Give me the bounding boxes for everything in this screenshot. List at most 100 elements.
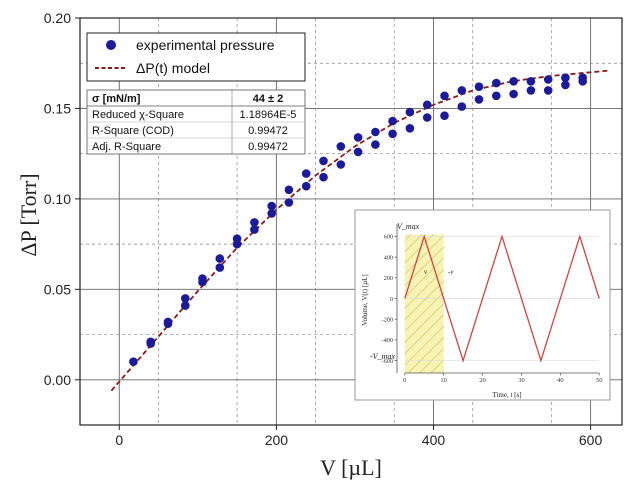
inset-x-tick-label: 10: [440, 377, 447, 384]
data-point: [388, 116, 397, 126]
inset-y-axis-label: Volume, V(t) [µL]: [361, 274, 369, 325]
data-point: [215, 254, 225, 263]
data-point: [388, 129, 397, 139]
fit-table-label-r2: R-Square (COD): [92, 125, 174, 137]
data-point: [578, 73, 587, 82]
data-point: [215, 263, 225, 272]
fit-table-value-r2: 0.99472: [248, 125, 288, 137]
data-point: [509, 77, 518, 86]
x-tick-label: 400: [422, 432, 446, 448]
inset-annotation-neg-vmax: -V_max: [370, 352, 395, 361]
legend-label-model: ΔP(t) model: [136, 60, 210, 76]
x-tick-label: 200: [265, 432, 289, 448]
data-point: [492, 91, 501, 101]
y-tick-label: 0.05: [44, 281, 71, 297]
data-point: [561, 73, 570, 82]
legend: experimental pressure ΔP(t) model: [86, 32, 306, 82]
inset-annotation-v: v: [424, 268, 428, 276]
data-point: [146, 337, 155, 347]
data-point: [440, 91, 449, 101]
inset-axes: 0 10 20 30 40 50 600 400 200 0 -200 -400 -600: [382, 224, 603, 384]
legend-label-experimental: experimental pressure: [136, 37, 275, 53]
experimental-series: [129, 73, 587, 367]
data-point: [250, 225, 259, 234]
inset-x-tick-label: 20: [479, 377, 486, 384]
data-point: [422, 113, 432, 122]
data-point: [267, 209, 277, 218]
inset-y-tick-label: -400: [382, 337, 393, 344]
fit-table-value-adjr2: 0.99472: [248, 141, 288, 153]
inset-y-tick-label: -200: [382, 316, 393, 323]
inset-y-tick-label: 600: [384, 234, 393, 241]
plot-frame: [79, 17, 623, 426]
y-axis-label: ΔP [Torr]: [16, 173, 41, 256]
data-point: [319, 172, 328, 182]
data-point: [301, 181, 311, 191]
y-tick-label: 0.10: [44, 191, 71, 207]
inset-y-tick-label: 0: [390, 296, 393, 303]
data-point: [492, 78, 501, 88]
fit-table: σ [mN/m] 44 ± 2 Reduced χ-Square 1.18964…: [86, 89, 306, 155]
data-point: [474, 95, 484, 104]
data-point: [129, 357, 138, 367]
data-point: [267, 201, 277, 211]
data-point: [457, 102, 467, 111]
data-point: [301, 169, 311, 178]
y-tick-label: 0.15: [44, 100, 71, 116]
inset-y-tick-label: -600: [382, 358, 393, 365]
data-point: [336, 160, 346, 169]
x-axis-label: V [µL]: [320, 455, 382, 480]
data-point: [457, 86, 467, 95]
data-point: [284, 198, 294, 207]
x-tick-label: 0: [115, 432, 123, 448]
data-point: [526, 86, 536, 95]
inset-x-tick-label: 30: [518, 377, 525, 384]
data-point: [422, 100, 432, 110]
x-tick-label: 600: [579, 432, 603, 448]
data-point: [440, 111, 449, 120]
data-point: [181, 301, 190, 310]
data-point: [319, 156, 328, 166]
data-point: [371, 140, 380, 149]
y-tick-label: 0.20: [44, 10, 71, 26]
inset-annotation-neg-v: -v: [448, 268, 454, 276]
inset-x-tick-label: 50: [596, 377, 603, 384]
data-point: [474, 82, 484, 91]
data-point: [181, 294, 190, 303]
inset-frame: [354, 209, 611, 401]
data-point: [561, 80, 570, 90]
data-point: [336, 142, 346, 151]
fit-table-header-value: 44 ± 2: [253, 93, 284, 105]
fit-table-label-chisq: Reduced χ-Square: [92, 109, 184, 121]
data-point: [509, 89, 518, 99]
inset-y-tick-label: 400: [384, 254, 393, 261]
y-tick-label: 0.00: [44, 372, 71, 388]
data-point: [371, 127, 380, 137]
inset-x-tick-label: 40: [557, 377, 564, 384]
inset-x-axis-label: Time, t [s]: [492, 391, 521, 399]
inset-y-tick-label: 200: [384, 275, 393, 282]
data-point: [405, 107, 415, 117]
data-point: [198, 274, 207, 283]
legend-marker-experimental: [106, 40, 116, 50]
data-point: [353, 133, 363, 142]
data-point: [250, 218, 259, 227]
data-point: [284, 185, 294, 195]
data-point: [232, 234, 242, 243]
data-point: [405, 124, 415, 133]
data-point: [543, 86, 553, 95]
data-point: [543, 75, 553, 84]
fit-table-header-param: σ [mN/m]: [92, 93, 141, 105]
fit-table-label-adjr2: Adj. R-Square: [92, 141, 161, 153]
data-point: [353, 147, 363, 157]
data-point: [526, 77, 536, 86]
inset-series-line: [404, 234, 600, 363]
inset-annotation-vmax: V_max: [397, 222, 420, 231]
fit-table-value-chisq: 1.18964E-5: [240, 109, 297, 121]
inset-highlight-region: [404, 234, 444, 373]
inset-x-tick-label: 0: [403, 377, 406, 384]
data-point: [163, 317, 173, 327]
